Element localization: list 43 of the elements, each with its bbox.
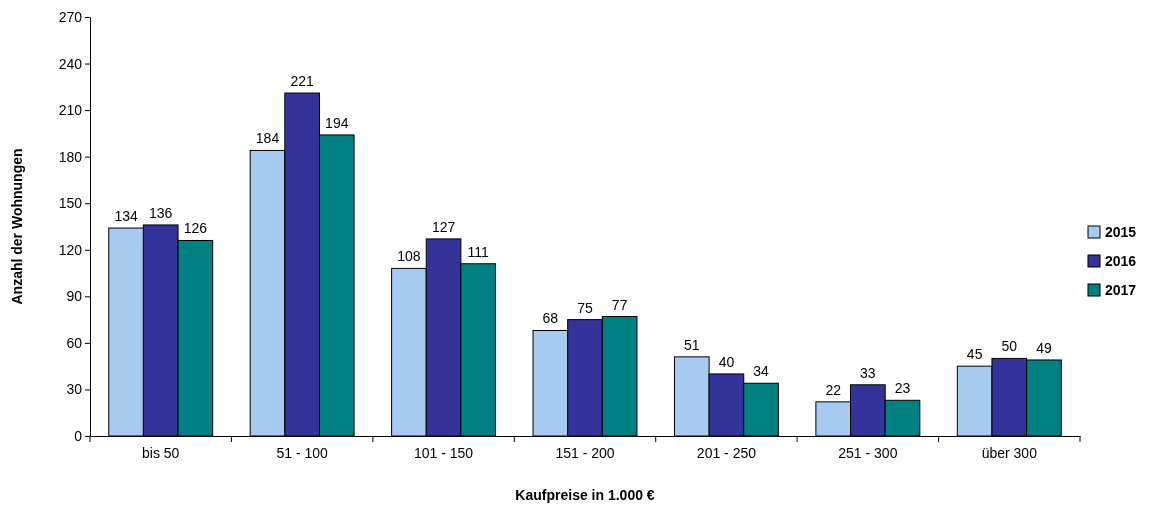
data-label: 184 [255, 130, 280, 147]
data-label: 75 [577, 299, 593, 316]
y-tick-label: 270 [58, 8, 83, 25]
data-label: 68 [542, 310, 559, 327]
legend-label: 2015 [1105, 224, 1137, 240]
data-label: 134 [114, 208, 138, 225]
data-label: 194 [325, 114, 349, 131]
data-label: 33 [860, 364, 876, 381]
data-label: 51 [683, 336, 700, 353]
data-label: 221 [290, 73, 315, 90]
data-label: 111 [467, 243, 490, 260]
data-label: 127 [431, 218, 456, 235]
y-tick-label: 120 [58, 241, 83, 258]
data-label: 40 [718, 353, 735, 370]
data-label: 126 [183, 220, 208, 237]
y-tick-label: 0 [74, 427, 83, 444]
data-label: 45 [966, 346, 983, 363]
y-axis-title: Anzahl der Wohnungen [9, 148, 25, 305]
legend-label: 2017 [1105, 282, 1137, 298]
legend-label: 2016 [1105, 253, 1137, 269]
x-tick-label: 151 - 200 [555, 444, 615, 461]
y-tick-label: 150 [58, 195, 83, 212]
data-label: 23 [894, 380, 911, 397]
x-tick-label: 101 - 150 [413, 444, 474, 461]
x-tick-label: bis 50 [142, 444, 180, 461]
x-tick-label: 251 - 300 [838, 444, 898, 461]
data-label: 34 [753, 363, 770, 380]
data-label: 22 [825, 381, 842, 398]
y-tick-label: 90 [66, 288, 83, 305]
x-tick-label: 51 - 100 [276, 444, 329, 461]
data-label: 50 [1001, 338, 1018, 355]
data-label: 108 [397, 248, 421, 265]
data-label: 49 [1036, 339, 1052, 356]
y-tick-label: 210 [58, 102, 83, 119]
y-tick-label: 240 [58, 55, 83, 72]
x-axis-title: Kaufpreise in 1.000 € [515, 487, 655, 503]
y-tick-label: 180 [58, 148, 83, 165]
data-label: 77 [611, 296, 628, 313]
x-tick-label: über 300 [981, 444, 1038, 461]
y-tick-label: 30 [66, 381, 83, 398]
data-label: 136 [149, 204, 173, 221]
y-tick-label: 60 [66, 334, 83, 351]
x-tick-label: 201 - 250 [696, 444, 757, 461]
